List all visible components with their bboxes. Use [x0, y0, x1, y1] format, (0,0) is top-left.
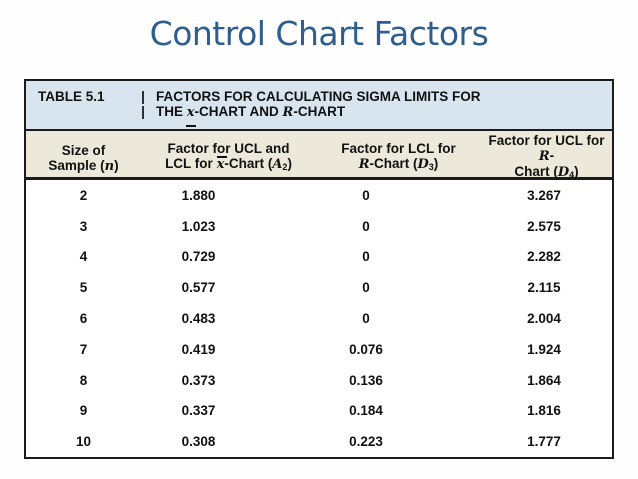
caption-divider-glyph: | — [141, 104, 145, 119]
cell-d4-factor: 1.816 — [527, 403, 561, 419]
cell-sample-size: 7 — [79, 341, 88, 357]
table-caption-band: TABLE 5.1 | | FACTORS FOR CALCULATING SI… — [26, 81, 612, 131]
column-header-sample-size: Size of Sample (n) — [48, 142, 119, 174]
table-label: TABLE 5.1 — [38, 89, 105, 104]
n-symbol: n — [104, 158, 115, 174]
cell-d4-factor: 2.004 — [527, 311, 561, 327]
caption-line-1: FACTORS FOR CALCULATING SIGMA LIMITS FOR — [156, 89, 481, 104]
cell-d3-factor: 0 — [362, 249, 370, 265]
table-row: 6 0.483 0 2.004 — [26, 303, 612, 334]
cell-d3-factor: 0 — [362, 280, 370, 296]
cell-sample-size: 10 — [75, 434, 92, 450]
a-symbol: A — [272, 157, 283, 172]
d-symbol: D — [417, 157, 429, 172]
cell-sample-size: 6 — [79, 311, 88, 327]
subscript-3: 3 — [428, 162, 434, 172]
cell-a2-factor: 0.419 — [181, 341, 216, 357]
column-header-a2: Factor for UCL and LCL for x-Chart (A2) — [165, 141, 292, 172]
caption-divider-glyph: | — [141, 89, 145, 104]
caption-line-2: THE x-CHART AND R-CHART — [156, 104, 346, 120]
cell-d4-factor: 3.267 — [527, 187, 561, 203]
cell-a2-factor: 1.880 — [181, 187, 216, 203]
table-body: 2 1.880 0 3.267 3 1.023 0 2.575 4 0.729 … — [26, 180, 612, 457]
caption-divider: | | — [130, 89, 156, 119]
cell-d3-factor: 0 — [362, 311, 370, 327]
table-column-headers: Size of Sample (n) Factor for UCL and LC… — [26, 131, 612, 180]
table-row: 7 0.419 0.076 1.924 — [26, 334, 612, 365]
table-row: 4 0.729 0 2.282 — [26, 242, 612, 273]
table-row: 5 0.577 0 2.115 — [26, 272, 612, 303]
d-symbol: D — [557, 165, 570, 180]
cell-d3-factor: 0.076 — [349, 341, 383, 357]
cell-sample-size: 8 — [79, 372, 88, 388]
table-row: 3 1.023 0 2.575 — [26, 211, 612, 242]
cell-a2-factor: 0.373 — [181, 372, 216, 388]
cell-d3-factor: 0.184 — [349, 403, 383, 419]
x-bar-symbol: x — [216, 156, 228, 172]
r-symbol: R — [358, 157, 370, 172]
cell-d4-factor: 2.282 — [527, 249, 561, 265]
cell-d3-factor: 0 — [362, 187, 370, 203]
x-bar-symbol: x — [186, 105, 195, 120]
table-row: 8 0.373 0.136 1.864 — [26, 365, 612, 396]
cell-d4-factor: 1.777 — [527, 434, 561, 450]
cell-d4-factor: 1.924 — [527, 341, 561, 357]
subscript-4: 4 — [569, 170, 575, 180]
cell-a2-factor: 0.483 — [181, 311, 216, 327]
page-title: Control Chart Factors — [149, 14, 489, 53]
subscript-2: 2 — [282, 162, 288, 172]
cell-d4-factor: 1.864 — [527, 372, 561, 388]
table-row: 9 0.337 0.184 1.816 — [26, 395, 612, 426]
table-caption: FACTORS FOR CALCULATING SIGMA LIMITS FOR… — [156, 89, 604, 120]
factors-table: TABLE 5.1 | | FACTORS FOR CALCULATING SI… — [24, 79, 614, 459]
cell-d3-factor: 0 — [362, 218, 370, 234]
cell-sample-size: 9 — [79, 403, 88, 419]
column-header-d4: Factor for UCL for R- Chart (D4) — [488, 133, 605, 180]
cell-sample-size: 5 — [79, 280, 88, 296]
table-row: 2 1.880 0 3.267 — [26, 180, 612, 211]
cell-sample-size: 3 — [79, 218, 88, 234]
cell-d3-factor: 0.223 — [349, 434, 383, 450]
column-header-d3: Factor for LCL for R-Chart (D3) — [341, 141, 456, 172]
cell-a2-factor: 0.729 — [181, 249, 216, 265]
cell-sample-size: 2 — [79, 187, 88, 203]
cell-d4-factor: 2.575 — [527, 218, 561, 234]
r-symbol: R — [282, 105, 294, 120]
cell-d4-factor: 2.115 — [527, 280, 561, 296]
cell-a2-factor: 0.577 — [181, 280, 216, 296]
cell-a2-factor: 1.023 — [181, 218, 216, 234]
cell-a2-factor: 0.337 — [181, 403, 216, 419]
table-row: 10 0.308 0.223 1.777 — [26, 426, 612, 457]
cell-a2-factor: 0.308 — [181, 434, 216, 450]
cell-d3-factor: 0.136 — [349, 372, 383, 388]
r-symbol: R — [538, 149, 550, 164]
cell-sample-size: 4 — [79, 249, 88, 265]
